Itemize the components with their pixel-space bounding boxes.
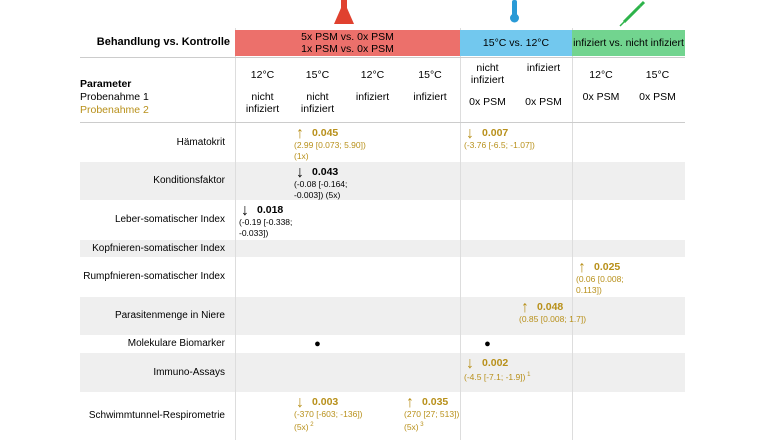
arrow: ↓ xyxy=(241,202,249,219)
flask-icon xyxy=(334,0,354,24)
value: 0.045 xyxy=(312,127,339,139)
detail: (-3.76 [-6.5; -1.07]) xyxy=(464,140,535,150)
value: 0.002 xyxy=(482,357,509,369)
arrow: ↓ xyxy=(466,355,474,372)
column-header: nicht infiziert xyxy=(300,91,335,115)
column-header: nicht infiziert xyxy=(470,62,505,86)
dot: ● xyxy=(484,338,491,350)
detail: (270 [27; 513]) (5x) 3 xyxy=(404,409,460,432)
row-label: Hämatokrit xyxy=(176,137,225,148)
footnote: 1 xyxy=(525,372,531,378)
value: 0.025 xyxy=(594,261,621,273)
value: 0.007 xyxy=(482,127,509,139)
column-header: 15°C xyxy=(418,69,442,81)
column-header: 15°C xyxy=(305,69,330,81)
column-header: 12°C xyxy=(360,69,385,81)
detail: (0.85 [0.008; 1.7]) xyxy=(519,314,587,324)
row-bg xyxy=(80,297,685,335)
icons xyxy=(334,0,646,27)
dot: ● xyxy=(314,338,321,350)
column-header: infiziert xyxy=(355,91,390,103)
column-header: 0x PSM xyxy=(525,96,562,108)
detail: (-0.08 [-0.164; -0.003]) (5x) xyxy=(294,179,348,200)
group-header: infiziert vs. nicht infiziert xyxy=(572,30,685,56)
detail: (-0.19 [-0.338; -0.033]) xyxy=(239,217,293,238)
column-header: 0x PSM xyxy=(582,91,620,103)
arrow: ↑ xyxy=(406,394,414,411)
sample2-label: Probenahme 2 xyxy=(80,104,149,116)
detail: (0.06 [0.008; 0.113]) xyxy=(576,274,624,295)
separator xyxy=(235,28,236,440)
separator xyxy=(80,57,685,58)
detail: (-370 [-603; -136]) (5x) 2 xyxy=(294,409,363,432)
footnote: 2 xyxy=(308,421,314,428)
column-header: 12°C xyxy=(589,69,613,81)
column-header: 12°C xyxy=(250,69,275,81)
row-label: Konditionsfaktor xyxy=(153,175,225,186)
arrow: ↓ xyxy=(296,164,304,181)
row-label: Schwimmtunnel-Respirometrie xyxy=(88,410,225,421)
group-header-line: 1x PSM vs. 0x PSM xyxy=(301,43,394,55)
row-bg xyxy=(80,240,685,257)
row-bg xyxy=(80,162,685,200)
group-header-line: 5x PSM vs. 0x PSM xyxy=(301,31,394,43)
group-header: 5x PSM vs. 0x PSM 1x PSM vs. 0x PSM xyxy=(235,30,460,56)
row-label: Molekulare Biomarker xyxy=(127,338,225,349)
value: 0.003 xyxy=(312,396,339,408)
detail: (2.99 [0.073; 5.90]) (1x) xyxy=(294,140,366,161)
arrow: ↑ xyxy=(521,299,529,316)
arrow: ↑ xyxy=(578,259,586,276)
column-header: 15°C xyxy=(645,69,670,81)
footnote: 3 xyxy=(418,421,424,428)
row-label: Rumpfnieren-somatischer Index xyxy=(83,271,225,282)
row-bg xyxy=(80,353,685,392)
column-header: 0x PSM xyxy=(639,91,676,103)
sample1-label: Probenahme 1 xyxy=(80,91,149,103)
arrow: ↓ xyxy=(466,125,474,142)
value: 0.018 xyxy=(257,204,284,216)
arrow: ↓ xyxy=(296,394,304,411)
treatment-label: Behandlung vs. Kontrolle xyxy=(96,36,230,48)
column-header: nicht infiziert xyxy=(245,91,280,115)
value: 0.043 xyxy=(312,166,339,178)
separator xyxy=(460,28,461,440)
row-label: Parasitenmenge in Niere xyxy=(114,310,225,321)
thermometer-icon xyxy=(510,0,519,23)
row-label: Immuno-Assays xyxy=(153,367,225,378)
row-label: Kopfnieren-somatischer Index xyxy=(92,243,225,254)
group-header-line: 15°C vs. 12°C xyxy=(482,37,550,49)
parameter-label: Parameter xyxy=(80,78,132,90)
value: 0.035 xyxy=(422,396,449,408)
column-header: 0x PSM xyxy=(469,96,506,108)
group-header-line: infiziert vs. nicht infiziert xyxy=(573,37,684,49)
column-header: infiziert xyxy=(413,91,447,103)
arrow: ↑ xyxy=(296,125,304,142)
row-label: Leber-somatischer Index xyxy=(114,214,225,225)
value: 0.048 xyxy=(537,301,564,313)
separator xyxy=(572,28,573,440)
detail: (-4.5 [-7.1; -1.9]) 1 xyxy=(464,371,531,382)
group-header: 15°C vs. 12°C xyxy=(460,30,572,56)
separator xyxy=(80,122,685,123)
column-header: infiziert xyxy=(526,62,561,74)
syringe-icon xyxy=(619,0,646,27)
